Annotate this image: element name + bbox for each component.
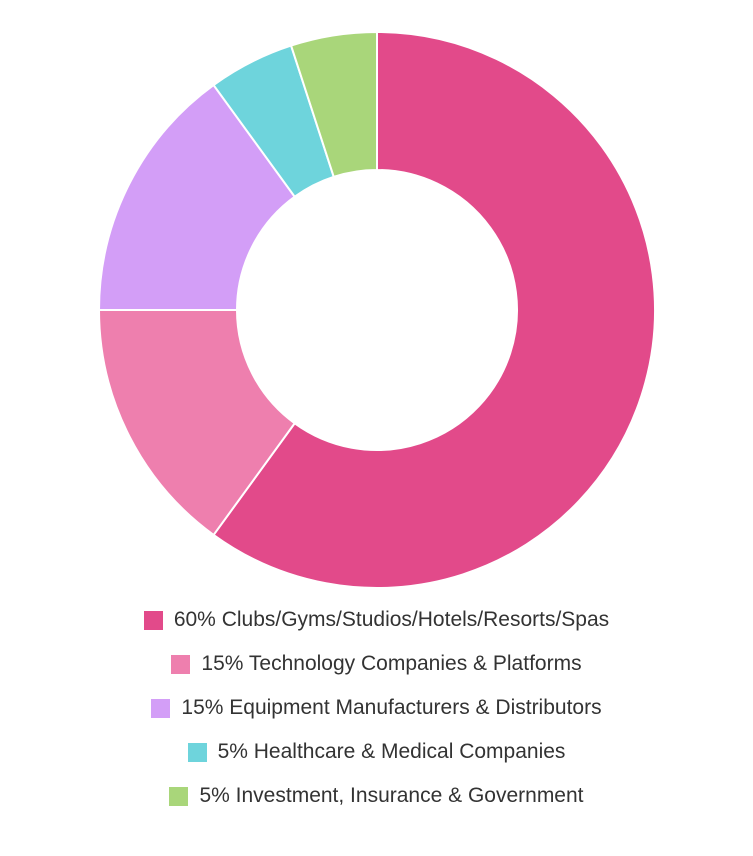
legend-swatch <box>187 742 207 762</box>
donut-slice[interactable] <box>289 30 378 179</box>
donut-slice[interactable] <box>97 309 297 537</box>
legend-item[interactable]: 15% Equipment Manufacturers & Distributo… <box>151 686 602 730</box>
donut-chart <box>97 30 656 589</box>
legend-swatch <box>151 698 171 718</box>
donut-slice[interactable] <box>97 83 297 311</box>
legend-label: 5% Investment, Insurance & Government <box>199 784 584 807</box>
legend-label: 15% Equipment Manufacturers & Distributo… <box>181 696 602 719</box>
legend-swatch <box>171 654 191 674</box>
legend-label: 60% Clubs/Gyms/Studios/Hotels/Resorts/Sp… <box>173 608 610 631</box>
legend-item[interactable]: 15% Technology Companies & Platforms <box>171 642 582 686</box>
donut-chart-area <box>97 30 656 589</box>
legend-label: 15% Technology Companies & Platforms <box>201 652 582 675</box>
legend-item[interactable]: 60% Clubs/Gyms/Studios/Hotels/Resorts/Sp… <box>143 598 610 642</box>
legend-item[interactable]: 5% Investment, Insurance & Government <box>169 774 584 818</box>
donut-slice[interactable] <box>212 30 656 589</box>
legend-item[interactable]: 5% Healthcare & Medical Companies <box>187 730 566 774</box>
chart-legend: 60% Clubs/Gyms/Studios/Hotels/Resorts/Sp… <box>0 598 753 818</box>
legend-label: 5% Healthcare & Medical Companies <box>217 740 566 763</box>
legend-swatch <box>169 786 189 806</box>
legend-swatch <box>143 610 163 630</box>
